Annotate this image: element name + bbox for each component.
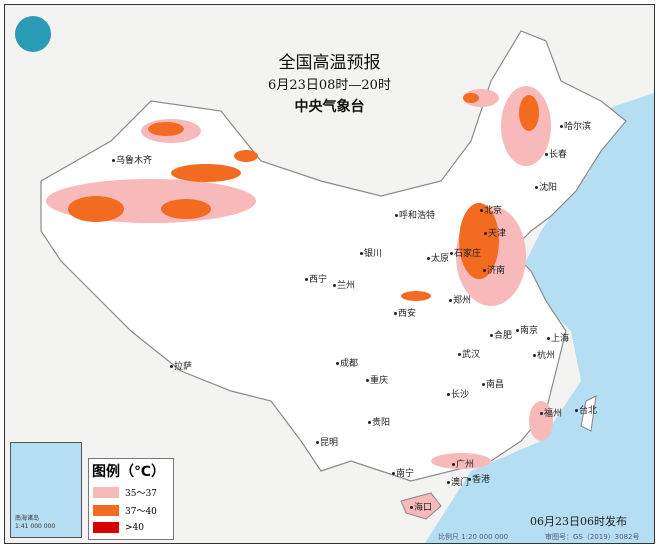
city-label: 呼和浩特: [395, 208, 435, 221]
map-scale: 比例尺 1:20 000 000: [438, 533, 509, 541]
city-label: 澳门: [447, 475, 469, 488]
city-label: 杭州: [533, 348, 555, 361]
city-label: 西安: [394, 306, 416, 319]
legend-item: >40: [93, 522, 173, 533]
city-label: 武汉: [458, 347, 480, 360]
inset-label: 南海诸岛: [15, 515, 40, 522]
city-label: 南昌: [482, 377, 504, 390]
city-label: 长春: [545, 147, 567, 160]
city-label: 济南: [483, 263, 505, 276]
legend: 图例（℃） 35～37 37～40 >40: [88, 458, 174, 540]
issue-time: 06月23日06时发布: [530, 515, 627, 528]
legend-swatch: [93, 505, 119, 516]
city-label: 郑州: [449, 293, 471, 306]
legend-item: 35～37: [93, 486, 173, 499]
city-label: 拉萨: [170, 359, 192, 372]
legend-swatch: [93, 522, 119, 533]
south-china-sea-inset: 南海诸岛 1:41 000 000: [10, 442, 82, 538]
city-label: 南京: [516, 323, 538, 336]
cma-logo: [15, 16, 51, 52]
city-label: 海口: [410, 500, 432, 513]
city-label: 重庆: [366, 373, 388, 386]
agency-name: 中央气象台: [294, 99, 365, 115]
map-title: 全国高温预报: [278, 53, 381, 73]
forecast-period: 6月23日08时—20时: [268, 78, 391, 93]
map-approval-number: 审图号：GS（2019）3082号: [545, 533, 640, 541]
city-label: 西宁: [305, 272, 327, 285]
city-label: 太原: [427, 251, 449, 264]
city-label: 广州: [452, 457, 474, 470]
city-label: 兰州: [333, 278, 355, 291]
legend-label: 37～40: [125, 507, 157, 517]
city-label: 沈阳: [535, 180, 557, 193]
legend-label: 35～37: [125, 489, 157, 499]
city-label: 合肥: [490, 328, 512, 341]
city-label: 北京: [480, 203, 502, 216]
inset-scale: 1:41 000 000: [15, 523, 56, 530]
city-label: 福州: [540, 406, 562, 419]
city-label: 昆明: [316, 435, 338, 448]
city-label: 上海: [547, 331, 569, 344]
city-label: 长沙: [447, 387, 469, 400]
city-label: 南宁: [392, 466, 414, 479]
city-label: 成都: [336, 356, 358, 369]
legend-swatch: [93, 487, 119, 498]
city-label: 石家庄: [450, 246, 481, 259]
sea-area: [424, 93, 654, 543]
legend-label: >40: [125, 522, 144, 533]
city-label: 乌鲁木齐: [112, 153, 152, 166]
legend-item: 37～40: [93, 504, 173, 517]
legend-title: 图例（℃）: [92, 464, 165, 480]
city-label: 台北: [575, 403, 597, 416]
city-label: 香港: [468, 472, 490, 485]
city-label: 天津: [484, 226, 506, 239]
city-label: 贵阳: [368, 415, 390, 428]
city-label: 哈尔滨: [560, 119, 591, 132]
city-label: 银川: [360, 246, 382, 259]
